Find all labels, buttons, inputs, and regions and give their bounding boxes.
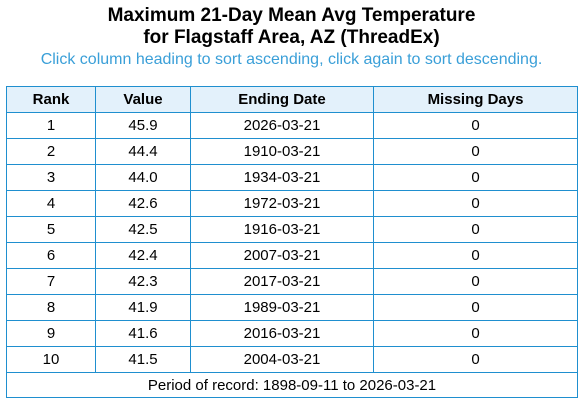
table-row: 6 42.4 2007-03-21 0 <box>6 242 578 269</box>
table-body: 1 45.9 2026-03-21 0 2 44.4 1910-03-21 0 3 44.0 193… <box>6 112 578 373</box>
missing-days-cell: 0 <box>373 294 578 321</box>
records-table: Rank Value Ending Date Missing Days 1 45.… <box>6 86 578 398</box>
sort-instruction: Click column heading to sort ascending, … <box>40 51 543 68</box>
table-row: 9 41.6 2016-03-21 0 <box>6 320 578 347</box>
table-row: 2 44.4 1910-03-21 0 <box>6 138 578 165</box>
rank-cell: 5 <box>6 216 96 243</box>
missing-days-cell: 0 <box>373 346 578 373</box>
ending-date-cell: 1972-03-21 <box>190 190 374 217</box>
ending-date-cell: 2004-03-21 <box>190 346 374 373</box>
column-header-rank[interactable]: Rank <box>6 86 96 113</box>
table-row: 4 42.6 1972-03-21 0 <box>6 190 578 217</box>
column-header-missing-days[interactable]: Missing Days <box>373 86 578 113</box>
rank-cell: 8 <box>6 294 96 321</box>
value-cell: 41.9 <box>95 294 191 321</box>
value-cell: 45.9 <box>95 112 191 139</box>
title-line-1: Maximum 21-Day Mean Avg Temperature <box>107 5 476 26</box>
table-row: 8 41.9 1989-03-21 0 <box>6 294 578 321</box>
ending-date-cell: 1934-03-21 <box>190 164 374 191</box>
value-cell: 42.3 <box>95 268 191 295</box>
value-cell: 42.5 <box>95 216 191 243</box>
missing-days-cell: 0 <box>373 268 578 295</box>
ending-date-cell: 1916-03-21 <box>190 216 374 243</box>
value-cell: 44.4 <box>95 138 191 165</box>
missing-days-cell: 0 <box>373 190 578 217</box>
table-row: 3 44.0 1934-03-21 0 <box>6 164 578 191</box>
rank-cell: 10 <box>6 346 96 373</box>
ending-date-cell: 2017-03-21 <box>190 268 374 295</box>
ending-date-cell: 2016-03-21 <box>190 320 374 347</box>
value-cell: 41.5 <box>95 346 191 373</box>
header-row: Rank Value Ending Date Missing Days <box>6 86 578 113</box>
column-header-ending-date[interactable]: Ending Date <box>190 86 374 113</box>
missing-days-cell: 0 <box>373 242 578 269</box>
table-row: 7 42.3 2017-03-21 0 <box>6 268 578 295</box>
rank-cell: 9 <box>6 320 96 347</box>
missing-days-cell: 0 <box>373 320 578 347</box>
missing-days-cell: 0 <box>373 112 578 139</box>
ending-date-cell: 2026-03-21 <box>190 112 374 139</box>
missing-days-cell: 0 <box>373 164 578 191</box>
rank-cell: 3 <box>6 164 96 191</box>
missing-days-cell: 0 <box>373 138 578 165</box>
value-cell: 42.6 <box>95 190 191 217</box>
rank-cell: 4 <box>6 190 96 217</box>
value-cell: 42.4 <box>95 242 191 269</box>
rank-cell: 7 <box>6 268 96 295</box>
table-row: 5 42.5 1916-03-21 0 <box>6 216 578 243</box>
value-cell: 44.0 <box>95 164 191 191</box>
table-row: 1 45.9 2026-03-21 0 <box>6 112 578 139</box>
rank-cell: 2 <box>6 138 96 165</box>
rank-cell: 1 <box>6 112 96 139</box>
period-of-record: Period of record: 1898-09-11 to 2026-03-… <box>6 372 578 398</box>
footer-row: Period of record: 1898-09-11 to 2026-03-… <box>6 372 578 398</box>
ending-date-cell: 2007-03-21 <box>190 242 374 269</box>
table-row: 10 41.5 2004-03-21 0 <box>6 346 578 373</box>
value-cell: 41.6 <box>95 320 191 347</box>
rank-cell: 6 <box>6 242 96 269</box>
ending-date-cell: 1989-03-21 <box>190 294 374 321</box>
page-title: Maximum 21-Day Mean Avg Temperature for … <box>0 5 583 49</box>
ending-date-cell: 1910-03-21 <box>190 138 374 165</box>
column-header-value[interactable]: Value <box>95 86 191 113</box>
title-line-2: for Flagstaff Area, AZ (ThreadEx) <box>143 27 440 48</box>
missing-days-cell: 0 <box>373 216 578 243</box>
